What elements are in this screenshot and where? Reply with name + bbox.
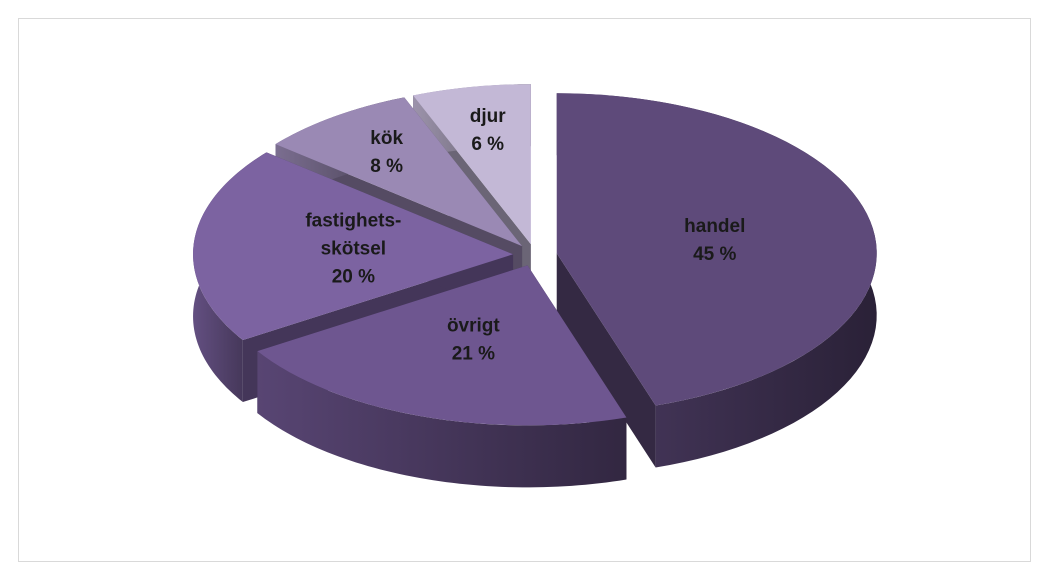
category-label: fastighets-skötsel [305,210,401,259]
slice [413,84,531,245]
category-label: kök [370,128,403,149]
slice-wall [257,351,627,488]
value-label: 8 % [370,156,403,177]
slice [257,265,627,426]
category-label: handel [684,216,745,237]
value-label: 20 % [332,266,375,287]
slice-side [556,253,656,468]
slice [556,93,877,406]
value-label: 45 % [693,244,736,265]
slice [275,97,523,247]
category-label: övrigt [447,316,500,337]
labels: handel 45 % övrigt 21 % fastighets-skötsel 20… [305,106,745,365]
value-label: 6 % [471,134,504,155]
slice [193,152,514,341]
category-label: djur [470,106,506,127]
value-label: 21 % [452,344,495,365]
slice-tops [193,84,877,426]
